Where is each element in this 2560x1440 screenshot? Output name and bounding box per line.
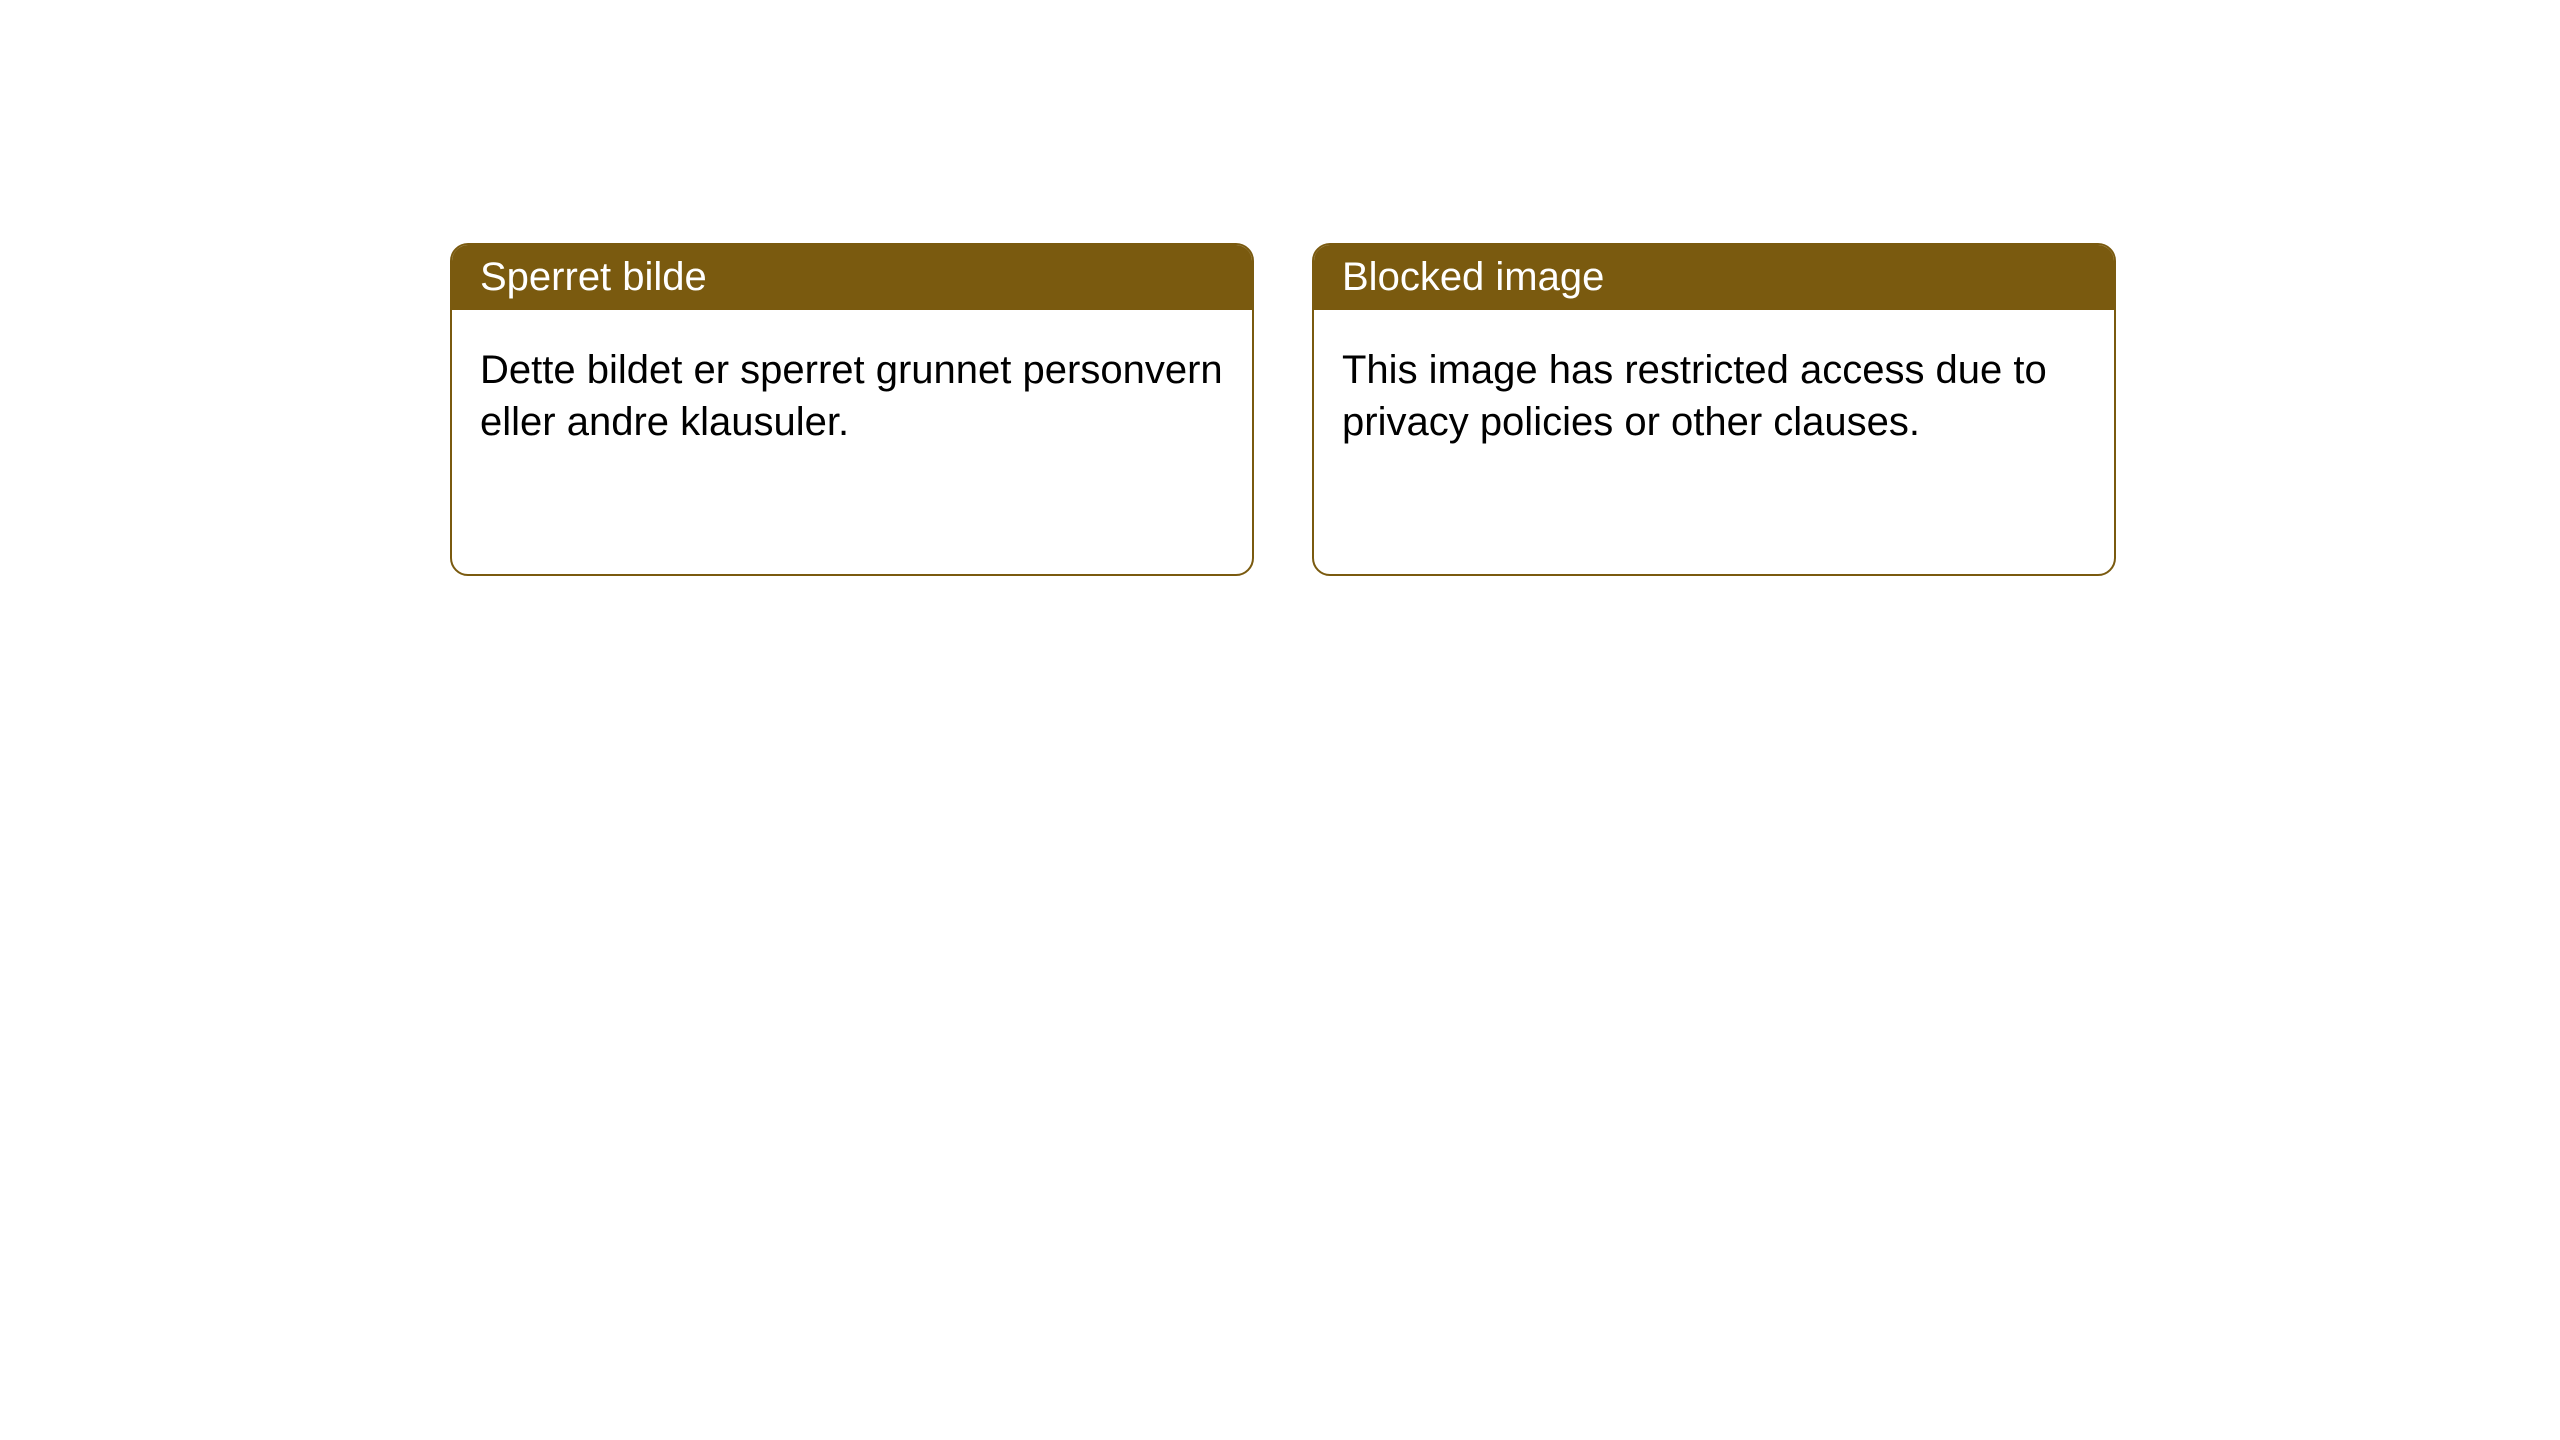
notice-card-english: Blocked image This image has restricted …: [1312, 243, 2116, 576]
notice-card-norwegian: Sperret bilde Dette bildet er sperret gr…: [450, 243, 1254, 576]
notice-body: Dette bildet er sperret grunnet personve…: [452, 310, 1252, 482]
notice-text: This image has restricted access due to …: [1342, 348, 2047, 444]
notice-header: Sperret bilde: [452, 245, 1252, 310]
notice-body: This image has restricted access due to …: [1314, 310, 2114, 482]
notice-text: Dette bildet er sperret grunnet personve…: [480, 348, 1223, 444]
notice-header: Blocked image: [1314, 245, 2114, 310]
notice-title: Blocked image: [1342, 255, 1604, 299]
notice-title: Sperret bilde: [480, 255, 707, 299]
notice-container: Sperret bilde Dette bildet er sperret gr…: [450, 243, 2116, 576]
